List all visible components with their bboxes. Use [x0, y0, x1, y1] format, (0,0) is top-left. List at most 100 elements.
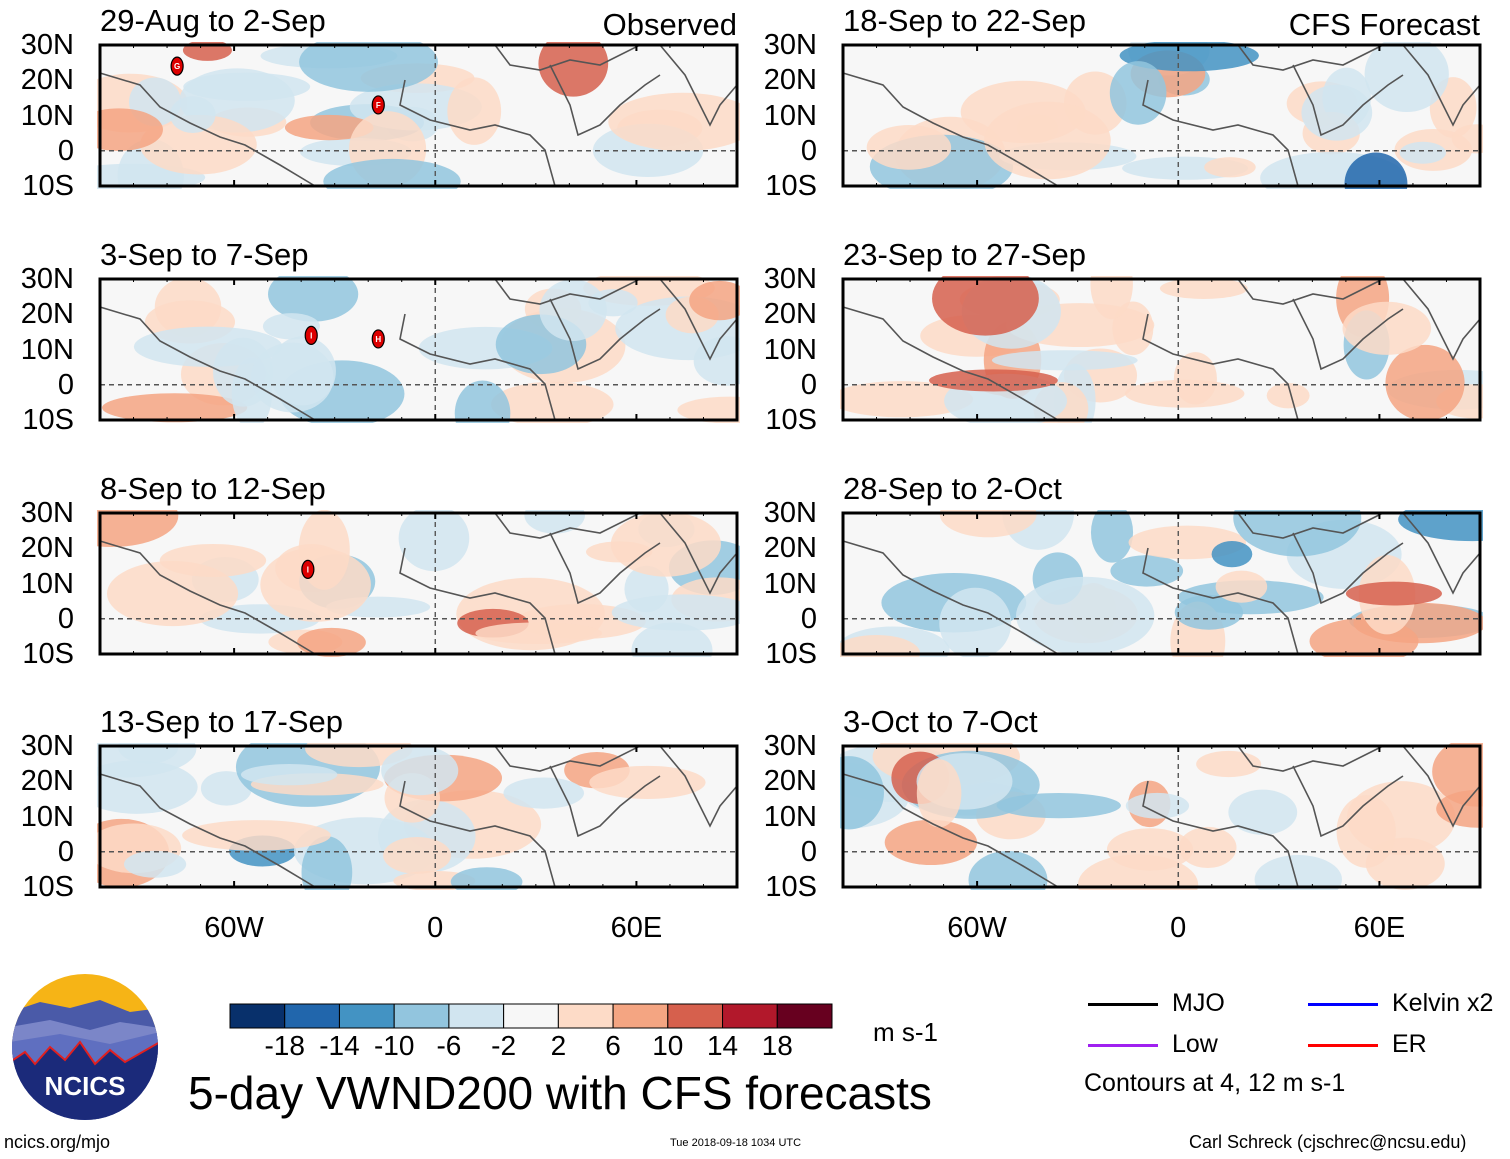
coastline	[842, 773, 1059, 888]
footer-url[interactable]: ncics.org/mjo	[4, 1132, 111, 1152]
colorbar	[229, 1003, 833, 1029]
positive-anomaly	[1436, 789, 1483, 828]
coastline	[399, 313, 556, 421]
panel-title: 3-Sep to 7-Sep	[100, 237, 309, 272]
storm-marker-icon	[304, 325, 318, 346]
y-tick-label: 10N	[763, 99, 817, 132]
colorbar-swatch	[284, 1003, 340, 1029]
coastline	[99, 773, 316, 888]
negative-anomaly	[301, 836, 353, 890]
colorbar-swatch	[393, 1003, 450, 1029]
legend-label: MJO	[1172, 989, 1225, 1017]
positive-anomaly	[929, 369, 1058, 392]
positive-anomaly	[984, 101, 1111, 180]
negative-anomaly	[169, 96, 216, 134]
coastline	[494, 278, 641, 305]
negative-anomaly	[398, 510, 470, 572]
x-tick-label: 60W	[947, 912, 1007, 944]
positive-anomaly	[939, 510, 1037, 538]
negative-anomaly	[1119, 42, 1259, 72]
positive-anomaly	[1266, 382, 1310, 409]
x-tick-label: 0	[1170, 912, 1187, 944]
positive-anomaly	[383, 836, 452, 874]
y-tick-label: 10S	[765, 170, 817, 202]
negative-anomaly	[1016, 576, 1155, 655]
x-tick-label: 60W	[204, 912, 264, 944]
positive-anomaly	[182, 42, 232, 61]
colorbar-tick-label: -6	[436, 1030, 462, 1061]
map-frame	[98, 744, 739, 889]
panel-title: 28-Sep to 2-Oct	[843, 471, 1062, 506]
positive-anomaly	[608, 92, 740, 151]
coastline	[494, 745, 641, 772]
negative-anomaly	[991, 350, 1138, 371]
coastline	[1402, 278, 1481, 361]
positive-anomaly	[538, 42, 609, 97]
y-tick-label: 10S	[22, 170, 74, 202]
panel-title: 18-Sep to 22-Sep	[843, 3, 1087, 38]
coastline	[99, 540, 316, 655]
main-title: 5-day VWND200 with CFS forecasts	[188, 1067, 932, 1119]
negative-anomaly	[939, 587, 1012, 657]
positive-anomaly	[916, 759, 962, 828]
map-frame	[98, 277, 739, 422]
positive-anomaly	[1385, 344, 1465, 421]
legend-label: ER	[1392, 1030, 1427, 1058]
negative-anomaly	[1110, 555, 1184, 587]
coastline	[494, 44, 641, 71]
y-tick-label: 20N	[763, 64, 817, 97]
map-frame	[841, 277, 1482, 422]
positive-anomaly	[475, 622, 603, 645]
y-tick-label: 10N	[20, 567, 74, 600]
positive-anomaly	[884, 819, 978, 866]
coastline	[1292, 64, 1404, 137]
ncics-logo: NCICS	[12, 974, 158, 1120]
coastline	[1237, 44, 1384, 71]
coastline	[842, 72, 1059, 187]
negative-anomaly	[1399, 141, 1447, 164]
positive-anomaly	[490, 381, 614, 423]
positive-anomaly	[866, 125, 952, 170]
positive-anomaly	[1451, 124, 1483, 154]
coastline	[399, 79, 556, 187]
negative-anomaly	[299, 42, 438, 92]
y-tick-label: 10N	[763, 567, 817, 600]
positive-anomaly	[1204, 157, 1256, 178]
negative-anomaly	[1125, 792, 1190, 819]
positive-anomaly	[1077, 854, 1199, 890]
coastline	[1402, 512, 1481, 595]
y-tick-label: 0	[800, 835, 817, 868]
negative-anomaly	[268, 276, 359, 322]
storm-marker-icon	[371, 95, 385, 115]
y-tick-label: 20N	[20, 532, 74, 565]
x-tick-label: 60E	[610, 912, 663, 944]
colorbar-swatch	[776, 1003, 833, 1029]
coastline	[1292, 532, 1404, 605]
colorbar-tick-label: 14	[706, 1030, 739, 1061]
negative-anomaly	[200, 771, 252, 806]
coastline	[549, 64, 661, 137]
positive-anomaly	[97, 108, 163, 151]
positive-anomaly	[447, 77, 502, 145]
coastline	[399, 780, 556, 888]
y-tick-label: 20N	[763, 532, 817, 565]
coastline	[659, 745, 738, 828]
coastline	[1142, 313, 1299, 421]
y-tick-label: 10S	[765, 871, 817, 903]
coastline	[399, 547, 556, 655]
positive-anomaly	[677, 396, 740, 423]
negative-anomaly	[1301, 84, 1373, 141]
negative-anomaly	[1228, 789, 1298, 835]
y-tick-label: 10N	[763, 333, 817, 366]
coastline	[659, 44, 738, 127]
negative-anomaly	[454, 380, 511, 423]
storm-marker-icon	[301, 559, 315, 580]
positive-anomaly	[1345, 581, 1442, 606]
coastline	[1237, 745, 1384, 772]
legend-line-kelvin-x2	[1308, 1003, 1378, 1006]
y-tick-label: 10S	[765, 404, 817, 436]
y-tick-label: 10N	[763, 800, 817, 833]
coastline	[659, 512, 738, 595]
colorbar-swatch	[229, 1003, 286, 1029]
colorbar-swatch	[448, 1003, 505, 1029]
